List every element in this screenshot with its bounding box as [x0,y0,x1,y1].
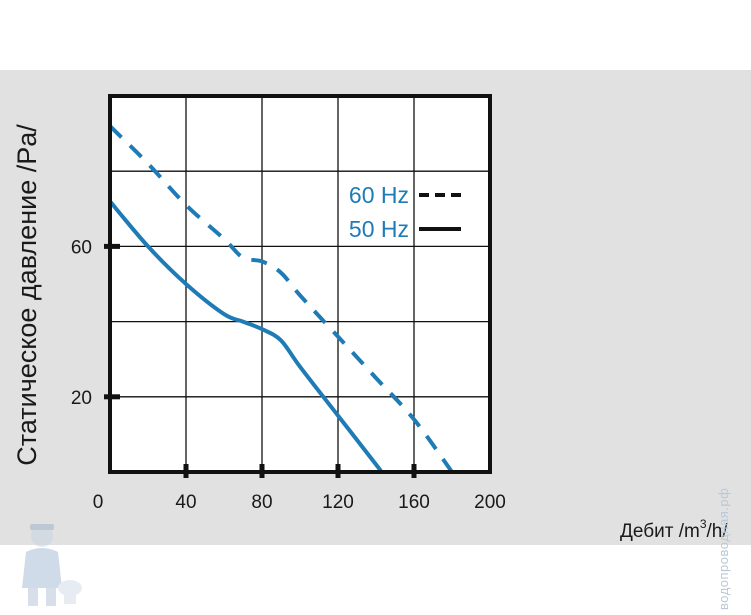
series-line-50-hz [108,200,384,474]
tick-marks [104,243,417,478]
legend: 60 Hz 50 Hz [349,182,461,242]
legend-label-50-hz: 50 Hz [349,216,409,242]
plumber-mascot-icon [22,524,82,606]
tick-labels: 0 40 80 120 160 200 20 60 [71,237,506,513]
x-axis-label-suffix: /h/ [707,521,729,542]
grid [110,96,490,472]
plot-frame [108,94,492,474]
x-tick-label-80: 80 [251,492,272,513]
x-tick-label-120: 120 [322,492,354,513]
y-tick-label-20: 20 [71,388,92,409]
x-tick-label-200: 200 [474,492,506,513]
legend-label-60-hz: 60 Hz [349,182,409,208]
x-axis-label: Дебит /m3/h/ [620,517,728,542]
watermark-text: водопроводная.рф [716,487,731,610]
plot-background [110,96,490,472]
x-axis-label-prefix: Дебит /m [620,521,700,542]
x-axis-label-superscript: 3 [700,517,707,531]
x-tick-label-0: 0 [93,492,104,513]
x-tick-label-160: 160 [398,492,430,513]
series-layer [108,124,454,474]
y-tick-label-60: 60 [71,237,92,258]
y-axis-label: Статическое давление /Pa/ [12,124,42,466]
x-tick-label-40: 40 [175,492,196,513]
